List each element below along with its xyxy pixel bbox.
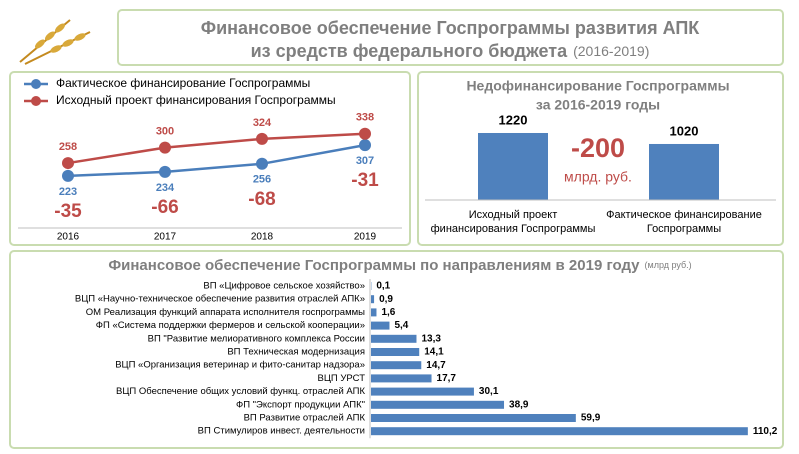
data-label: 300 bbox=[156, 126, 174, 138]
point bbox=[359, 139, 371, 152]
data-label: 1,6 bbox=[381, 307, 395, 318]
y-tick-label: ВП Развитие отраслей АПК bbox=[244, 413, 366, 424]
point bbox=[256, 132, 268, 145]
bar bbox=[371, 308, 377, 317]
bar bbox=[478, 132, 548, 200]
bar bbox=[371, 414, 576, 422]
data-label: 234 bbox=[156, 182, 175, 194]
difference-label: -35 bbox=[54, 201, 82, 222]
bar bbox=[371, 361, 422, 370]
data-label: 338 bbox=[356, 112, 374, 124]
title: из средств федерального бюджета (2016-201… bbox=[251, 41, 650, 61]
y-tick-label: ВЦП «Научно-техническое обеспечение разв… bbox=[75, 294, 365, 305]
data-label: 59,9 bbox=[581, 413, 601, 424]
annotation-unit: млрд. руб. bbox=[564, 169, 632, 185]
bar bbox=[371, 334, 417, 343]
panel bbox=[417, 71, 784, 246]
y-tick-label: ОМ Реализация функций аппарата исполните… bbox=[86, 307, 365, 318]
data-label: 223 bbox=[59, 186, 77, 198]
bar bbox=[371, 387, 474, 396]
data-label: 38,9 bbox=[509, 399, 529, 410]
panel bbox=[9, 71, 411, 246]
point bbox=[159, 165, 171, 178]
point bbox=[62, 157, 74, 170]
chart-title: Финансовое обеспечение Госпрограммы по н… bbox=[108, 257, 640, 274]
data-label: 0,9 bbox=[379, 294, 393, 305]
data-label: 17,7 bbox=[437, 373, 457, 384]
title: Финансовое обеспечение Госпрограммы разв… bbox=[201, 18, 701, 38]
subtitle: (млрд руб.) bbox=[645, 260, 692, 270]
subtitle: (2016-2019) bbox=[573, 43, 649, 59]
difference-label: -68 bbox=[248, 189, 275, 210]
title: из средств федерального бюджета bbox=[251, 41, 568, 61]
data-label: 14,7 bbox=[426, 360, 446, 371]
bar bbox=[371, 348, 420, 356]
x-tick-label: Фактическое финансирование Госпрограммы bbox=[606, 209, 762, 235]
line bbox=[67, 143, 366, 178]
data-label: 324 bbox=[253, 117, 272, 129]
x-tick-label: Исходный проект финансирования Госпрогра… bbox=[430, 209, 596, 235]
y-tick-label: ВЦП Обеспечение общих условий функц. отр… bbox=[116, 386, 365, 397]
line bbox=[67, 132, 366, 165]
difference-label: -31 bbox=[351, 170, 379, 191]
y-tick-label: ВЦП УРСТ bbox=[318, 373, 366, 384]
data-label: 258 bbox=[59, 141, 77, 153]
x-tick-label: 2017 bbox=[154, 232, 177, 243]
title-box bbox=[117, 9, 784, 66]
bar bbox=[371, 295, 375, 304]
y-tick-label: ФП "Экспорт продукции АПК" bbox=[236, 399, 365, 410]
data-label: 307 bbox=[356, 155, 374, 167]
data-label: 1220 bbox=[499, 112, 528, 127]
data-label: 13,3 bbox=[421, 333, 441, 344]
bar bbox=[649, 143, 719, 200]
point bbox=[256, 157, 268, 170]
legend-marker bbox=[31, 79, 41, 89]
annotation: -200 bbox=[571, 133, 625, 163]
bar bbox=[371, 321, 390, 330]
point bbox=[62, 169, 74, 182]
data-label: 14,1 bbox=[424, 347, 444, 358]
point bbox=[159, 141, 171, 154]
data-label: 30,1 bbox=[479, 386, 499, 397]
y-tick-label: ВП "Развитие мелиоративного комплекса Ро… bbox=[148, 333, 365, 344]
data-label: 256 bbox=[253, 174, 271, 186]
y-tick-label: ВП Стимулиров инвест. деятельности bbox=[198, 426, 365, 437]
wheat-icon bbox=[19, 19, 91, 65]
x-tick-label: 2016 bbox=[57, 232, 80, 243]
data-label: 110,2 bbox=[753, 426, 778, 437]
point bbox=[359, 127, 371, 140]
x-tick-label: 2018 bbox=[251, 232, 274, 243]
legend-label: Фактическое финансирование Госпрограммы bbox=[56, 76, 310, 90]
data-label: 0,1 bbox=[376, 281, 390, 292]
difference-label: -66 bbox=[151, 197, 178, 218]
data-label: 5,4 bbox=[394, 320, 408, 331]
bar bbox=[371, 427, 748, 436]
bar bbox=[371, 374, 432, 383]
bar bbox=[371, 400, 505, 409]
legend-label: Исходный проект финансирования Госпрогра… bbox=[56, 93, 336, 107]
y-tick-label: ВЦП «Организация ветеринар и фито-санита… bbox=[115, 360, 365, 371]
y-tick-label: ВП «Цифровое сельское хозяйство» bbox=[203, 281, 365, 292]
chart-title: Недофинансирование Госпрограммы bbox=[466, 78, 729, 94]
y-tick-label: ВП Техническая модернизация bbox=[227, 347, 365, 358]
legend-marker bbox=[31, 96, 41, 106]
chart-title: Финансовое обеспечение Госпрограммы по н… bbox=[108, 257, 691, 274]
chart-title: за 2016-2019 годы bbox=[536, 97, 660, 113]
data-label: 1020 bbox=[670, 123, 699, 138]
x-tick-label: 2019 bbox=[354, 232, 377, 243]
y-tick-label: ФП «Система поддержки фермеров и сельско… bbox=[96, 320, 365, 331]
